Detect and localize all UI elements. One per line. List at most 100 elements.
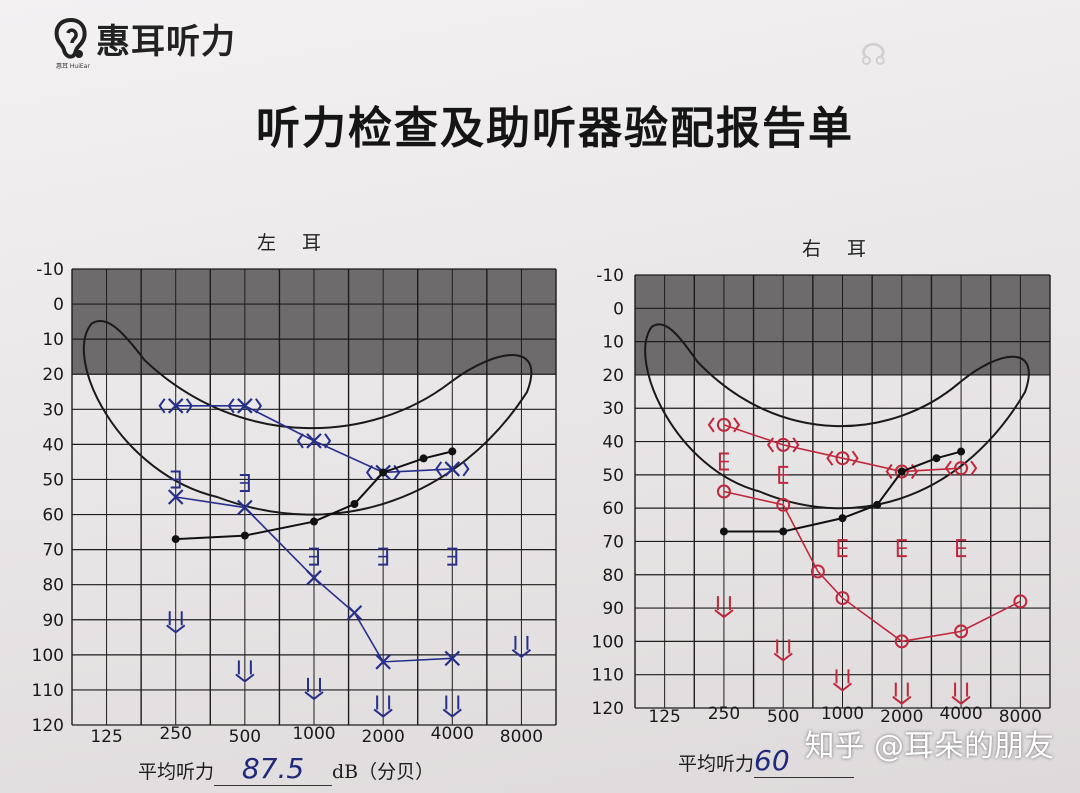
dot-marker — [379, 468, 388, 477]
frequency-tick-label: 8000 — [500, 727, 543, 747]
data-point — [837, 539, 848, 558]
data-point — [776, 497, 791, 512]
data-point — [167, 489, 184, 505]
db-tick-label: -10 — [36, 260, 64, 280]
dot-marker — [448, 447, 457, 456]
left-ear-label: 左 耳 — [257, 232, 332, 254]
no-response-arrow-marker — [442, 695, 462, 718]
data-point — [227, 398, 263, 414]
dot-marker — [838, 514, 847, 523]
data-point — [448, 447, 457, 456]
o-marker — [835, 451, 850, 466]
data-point — [306, 569, 322, 586]
masked-bracket-marker — [158, 398, 193, 414]
page-title: 听力检查及助听器验配报告单 — [256, 103, 854, 154]
dot-marker — [719, 527, 728, 536]
no-response-arrow-marker — [166, 611, 186, 634]
dot-marker — [350, 500, 359, 509]
data-point — [310, 517, 318, 526]
db-tick-label: 70 — [42, 541, 64, 561]
data-point — [511, 635, 532, 659]
data-point — [718, 452, 729, 471]
o-marker — [954, 624, 969, 639]
masked-bracket-marker — [227, 398, 263, 414]
x-marker — [375, 654, 391, 670]
bone-conduction-marker — [956, 539, 967, 558]
data-point — [375, 654, 391, 670]
frequency-tick-label: 500 — [229, 727, 261, 747]
data-point — [716, 484, 731, 499]
data-point — [951, 682, 971, 705]
data-point — [442, 695, 462, 718]
bone-conduction-marker — [778, 465, 789, 484]
db-tick-label: 120 — [592, 699, 624, 719]
db-tick-label: 0 — [53, 295, 64, 315]
x-marker — [237, 499, 253, 516]
frequency-tick-label: 125 — [90, 727, 122, 747]
no-response-arrow-marker — [373, 695, 393, 718]
data-point — [379, 468, 388, 477]
average-right-value: 60 — [754, 744, 790, 777]
masked-bracket-marker — [944, 460, 978, 476]
x-marker — [306, 569, 322, 586]
x-marker — [346, 604, 363, 621]
x-marker — [167, 489, 184, 505]
data-point — [444, 650, 461, 667]
masked-bracket-marker — [766, 437, 800, 453]
average-unit: dB（分贝） — [332, 761, 435, 783]
no-response-arrow-marker — [511, 635, 532, 659]
data-point — [239, 473, 250, 492]
frequency-tick-label: 1000 — [821, 704, 864, 724]
data-point — [419, 454, 428, 463]
db-tick-label: -10 — [596, 266, 624, 286]
db-tick-label: 100 — [32, 646, 64, 666]
data-point — [956, 539, 967, 558]
o-marker — [894, 634, 909, 649]
data-point — [378, 547, 389, 566]
x-marker — [306, 433, 322, 449]
bone-conduction-marker — [447, 547, 458, 566]
dot-marker — [957, 447, 966, 456]
data-point — [240, 531, 249, 540]
data-point — [826, 450, 859, 466]
data-point — [773, 639, 793, 662]
db-tick-label: 80 — [602, 566, 624, 586]
db-tick-label: 10 — [602, 333, 624, 353]
data-point — [832, 669, 853, 692]
data-point — [447, 547, 458, 566]
o-marker — [894, 464, 909, 479]
db-tick-label: 20 — [602, 366, 624, 386]
data-point — [707, 417, 741, 433]
no-response-arrow-marker — [832, 669, 853, 692]
db-tick-label: 50 — [42, 470, 64, 490]
average-label-right: 平均听力 — [678, 753, 755, 775]
watermark: 知乎 @耳朵的朋友 — [804, 729, 1054, 764]
data-point — [719, 527, 728, 536]
masked-bracket-marker — [435, 461, 470, 477]
o-marker — [810, 564, 825, 579]
average-hearing-left: 平均听力 87.5 dB（分贝） — [138, 752, 434, 786]
db-tick-label: 60 — [42, 506, 64, 526]
no-response-arrow-marker — [304, 677, 324, 701]
data-point — [810, 564, 825, 579]
data-point — [373, 695, 393, 718]
db-tick-label: 0 — [613, 299, 624, 319]
dot-marker — [779, 527, 788, 536]
brand-name: 惠耳听力 — [96, 22, 236, 62]
average-label: 平均听力 — [138, 761, 215, 783]
o-marker — [835, 591, 850, 606]
dot-marker — [419, 454, 428, 463]
o-marker — [776, 497, 791, 512]
frequency-tick-label: 500 — [767, 707, 799, 727]
db-tick-label: 20 — [42, 365, 64, 385]
db-tick-label: 90 — [42, 611, 64, 631]
db-tick-label: 90 — [602, 599, 624, 619]
data-point — [892, 682, 912, 705]
masked-bracket-marker — [826, 450, 859, 466]
db-tick-label: 30 — [42, 400, 64, 420]
data-point — [714, 596, 734, 619]
db-tick-label: 40 — [602, 433, 624, 453]
frequency-tick-label: 2000 — [362, 727, 405, 747]
